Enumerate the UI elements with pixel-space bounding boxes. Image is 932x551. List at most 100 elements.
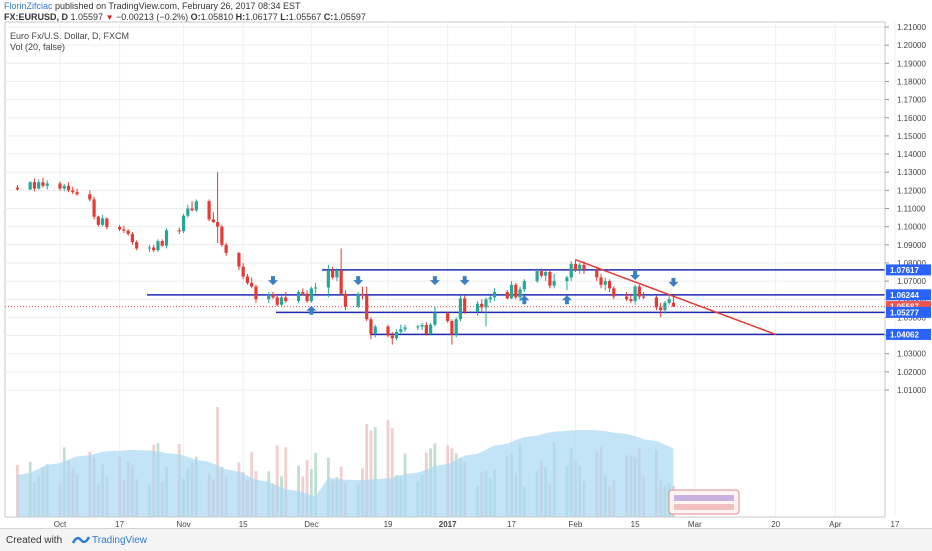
volume-bar: [314, 452, 317, 517]
candle-body: [122, 229, 126, 231]
candle-body: [37, 182, 41, 189]
candle-body: [399, 329, 403, 332]
candle-body: [552, 281, 556, 286]
candle-body: [514, 284, 518, 298]
candle-body: [429, 324, 433, 334]
candle-body: [624, 296, 629, 300]
candle-body: [181, 215, 186, 232]
price-tag-label: 1.06244: [890, 291, 919, 300]
time-tick-label: Feb: [569, 520, 583, 528]
candle-body: [75, 192, 79, 195]
candle-body: [343, 293, 348, 307]
last-price: 1.05597: [70, 12, 104, 22]
candle-body: [603, 281, 607, 285]
candle-body: [637, 286, 641, 297]
candle-body: [484, 299, 488, 308]
candle-body: [284, 297, 288, 302]
price-tag-label: 1.04062: [890, 330, 919, 339]
time-tick-label: 17: [115, 520, 124, 528]
price-tag-box: [886, 306, 931, 318]
candle-body: [32, 182, 37, 189]
candle-body: [390, 335, 394, 339]
candle-body: [539, 271, 543, 276]
time-tick-label: Oct: [54, 520, 67, 528]
price-tick-label: 1.15000: [897, 132, 926, 141]
price-tag-box: [886, 289, 931, 301]
tradingview-brand[interactable]: TradingView: [92, 535, 148, 546]
candle-body: [433, 312, 437, 325]
candle-body: [271, 294, 275, 298]
candle-body: [250, 282, 254, 287]
price-tick-label: 1.10000: [897, 223, 926, 232]
candle-body: [492, 291, 497, 298]
candle-body: [309, 288, 313, 302]
candle-body: [267, 294, 271, 300]
candle-body: [211, 219, 215, 223]
price-tick-label: 1.18000: [897, 77, 926, 86]
volume-bar: [390, 428, 394, 517]
candle-body: [105, 218, 109, 228]
price-tick-label: 1.09000: [897, 241, 926, 250]
time-tick-label: 15: [239, 520, 248, 528]
time-tick-label: 19: [384, 520, 393, 528]
time-axis[interactable]: Oct 17 Nov 15 Dec 19 2017 17 Feb 15 Mar 20 Apr 17: [5, 516, 900, 528]
volume-bar: [284, 447, 288, 517]
candle-body: [663, 302, 667, 311]
candle-body: [58, 183, 62, 189]
candle-body: [544, 272, 548, 276]
price-tick-label: 1.13000: [897, 168, 926, 177]
candle-body: [612, 288, 616, 297]
candle-body: [565, 277, 569, 282]
trendline[interactable]: [575, 258, 776, 336]
time-tick-label: Apr: [829, 520, 842, 528]
candle-body: [450, 321, 454, 335]
down-arrow-icon: ▼: [105, 13, 114, 22]
volume-bar: [305, 459, 309, 517]
candle-body: [365, 295, 369, 320]
price-tick-label: 1.08000: [897, 259, 926, 268]
candle-body: [403, 327, 407, 330]
down-arrow-icon: [353, 276, 364, 286]
candle-body: [420, 325, 424, 327]
volume-bar: [309, 468, 313, 517]
time-tick-label: Mar: [688, 520, 702, 528]
candle-body: [548, 272, 552, 286]
legend-volume: Vol (20, false): [10, 42, 65, 52]
candle-body: [130, 233, 135, 243]
candle-body: [296, 291, 301, 302]
candles: [15, 172, 676, 345]
candle-body: [629, 299, 633, 302]
price-chart[interactable]: 1.21000 1.20000 1.19000 1.18000 1.17000 1.160…: [0, 0, 932, 528]
candle-body: [475, 303, 480, 312]
time-tick-label: Dec: [304, 520, 318, 528]
volume-bar: [386, 420, 390, 517]
candle-body: [509, 284, 514, 299]
down-arrow-icon: [668, 277, 679, 287]
candle-body: [339, 270, 343, 294]
created-with-label: Created with: [6, 535, 63, 546]
candle-body: [599, 277, 603, 285]
candle-body: [147, 247, 152, 249]
candle-body: [667, 299, 671, 303]
candle-body: [45, 183, 49, 186]
legend-title: Euro Fx/U.S. Dollar, D, FXCM: [10, 31, 129, 41]
candle-body: [607, 281, 612, 289]
author-name[interactable]: FlorinZifciac: [4, 1, 53, 11]
price-tick-label: 1.02000: [897, 368, 926, 377]
low-value: 1.05567: [288, 12, 322, 22]
candle-body: [535, 271, 539, 282]
candle-body: [186, 208, 190, 216]
candle-body: [62, 185, 66, 189]
price-tag-box: [886, 328, 931, 340]
candle-body: [160, 241, 164, 246]
candle-body: [518, 289, 522, 298]
watermark-badge: [668, 489, 740, 515]
high-value: 1.06177: [245, 12, 278, 22]
candle-body: [71, 190, 75, 193]
up-arrow-icon: [519, 295, 530, 305]
price-tick-label: 1.19000: [897, 59, 926, 68]
price-tick-label: 1.07000: [897, 277, 926, 286]
candle-body: [369, 319, 373, 334]
close-label: C:: [323, 12, 334, 22]
candle-body: [96, 216, 100, 225]
